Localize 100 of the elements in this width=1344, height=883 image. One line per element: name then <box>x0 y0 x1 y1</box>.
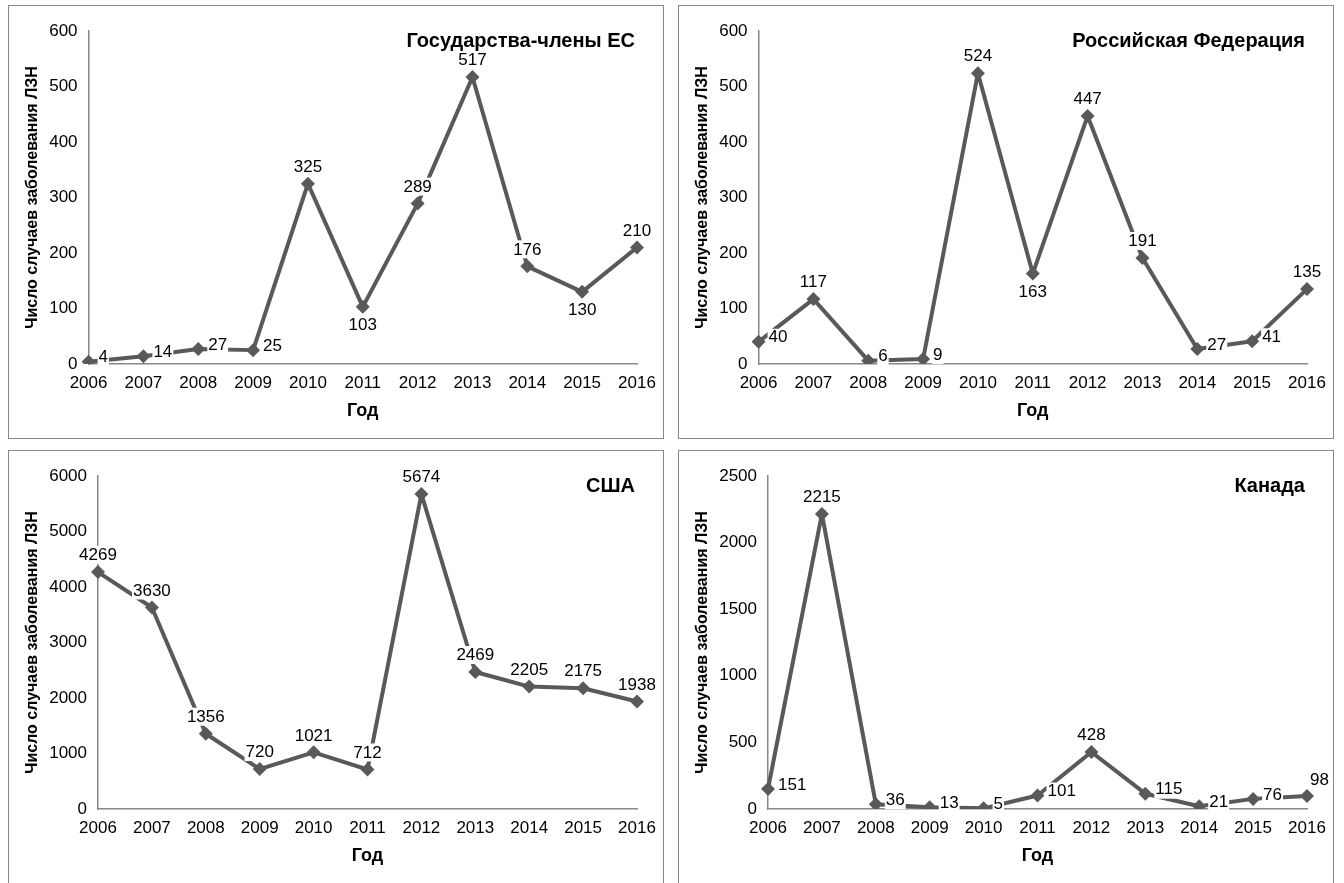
y-tick-label: 3000 <box>49 632 88 652</box>
data-label: 1938 <box>618 674 656 694</box>
y-tick-label: 0 <box>738 353 748 373</box>
data-label: 2215 <box>803 487 841 507</box>
point <box>136 349 151 364</box>
point <box>630 240 644 255</box>
point <box>1300 788 1314 803</box>
data-label: 325 <box>293 156 323 176</box>
chart-title: США <box>586 473 635 496</box>
point <box>300 176 315 191</box>
y-tick-label: 1500 <box>719 598 758 618</box>
y-tick-label: 300 <box>719 187 748 207</box>
data-label: 428 <box>1077 725 1106 745</box>
data-label: 101 <box>1047 781 1076 801</box>
x-tick-label: 2008 <box>849 372 888 392</box>
x-tick-label: 2007 <box>803 817 841 837</box>
point <box>1084 744 1099 759</box>
data-label: 524 <box>963 46 993 66</box>
x-tick-label: 2015 <box>1233 372 1272 392</box>
x-tick-label: 2016 <box>1288 372 1326 392</box>
x-tick-label: 2012 <box>1068 372 1107 392</box>
x-tick-label: 2011 <box>344 372 382 392</box>
y-tick-label: 0 <box>68 353 78 373</box>
y-tick-label: 200 <box>49 242 78 262</box>
data-label: 2175 <box>564 661 603 681</box>
x-tick-label: 2012 <box>402 817 441 837</box>
y-tick-label: 100 <box>49 298 78 318</box>
y-tick-label: 2000 <box>49 687 88 707</box>
point <box>814 506 829 521</box>
x-tick-label: 2007 <box>124 372 163 392</box>
point <box>355 299 370 314</box>
x-tick-label: 2014 <box>1178 372 1217 392</box>
y-tick-label: 2500 <box>719 465 758 485</box>
y-tick-label: 500 <box>728 732 758 752</box>
x-tick-label: 2011 <box>1014 372 1052 392</box>
x-tick-label: 2009 <box>234 372 273 392</box>
x-tick-label: 2007 <box>133 817 171 837</box>
data-label: 117 <box>799 272 827 292</box>
x-tick-label: 2007 <box>794 372 833 392</box>
y-axis-title: Число случаев заболевания ЛЗН <box>693 511 711 774</box>
data-label: 712 <box>353 742 382 762</box>
y-tick-label: 0 <box>77 798 88 818</box>
data-label: 2205 <box>510 659 549 679</box>
point <box>198 726 213 741</box>
data-label: 289 <box>403 176 432 196</box>
x-tick-label: 2015 <box>1234 817 1273 837</box>
x-tick-label: 2009 <box>910 817 949 837</box>
y-tick-label: 500 <box>719 76 748 96</box>
point <box>630 694 644 709</box>
x-axis-title: Год <box>351 845 384 866</box>
y-tick-label: 400 <box>49 131 78 151</box>
data-label: 130 <box>567 300 597 320</box>
data-label: 2469 <box>456 645 495 665</box>
x-tick-label: 2012 <box>1072 817 1111 837</box>
y-tick-label: 600 <box>719 20 748 40</box>
y-tick-label: 6000 <box>49 465 88 485</box>
x-tick-label: 2011 <box>349 817 386 837</box>
x-tick-label: 2013 <box>1123 372 1162 392</box>
x-tick-label: 2014 <box>1180 817 1219 837</box>
x-tick-label: 2013 <box>1126 817 1165 837</box>
y-tick-label: 300 <box>49 187 78 207</box>
data-label: 40 <box>768 327 788 347</box>
data-label: 1021 <box>294 725 333 745</box>
data-label: 21 <box>1209 791 1229 811</box>
point <box>751 334 766 349</box>
x-tick-label: 2010 <box>959 372 997 392</box>
data-label: 4269 <box>79 545 117 565</box>
data-label: 163 <box>1018 281 1047 301</box>
point <box>306 745 321 760</box>
point <box>91 565 106 580</box>
x-tick-label: 2010 <box>289 372 327 392</box>
data-label: 103 <box>348 315 377 335</box>
y-tick-label: 1000 <box>719 665 758 685</box>
x-tick-label: 2006 <box>79 817 117 837</box>
data-label: 1356 <box>186 706 225 726</box>
data-label: 25 <box>263 335 283 355</box>
x-tick-label: 2012 <box>398 372 437 392</box>
x-tick-label: 2010 <box>964 817 1003 837</box>
point <box>144 600 159 615</box>
x-tick-label: 2008 <box>856 817 895 837</box>
chart-title: Канада <box>1234 473 1306 496</box>
y-tick-label: 2000 <box>719 532 758 552</box>
x-tick-label: 2008 <box>186 817 225 837</box>
data-label: 98 <box>1310 769 1329 789</box>
y-tick-label: 500 <box>49 76 78 96</box>
x-axis-title: Год <box>1017 400 1050 421</box>
data-label: 6 <box>878 346 888 366</box>
point <box>1030 788 1045 803</box>
x-tick-label: 2015 <box>564 817 603 837</box>
data-label: 135 <box>1292 262 1322 282</box>
data-label: 115 <box>1155 779 1183 799</box>
point <box>1080 108 1095 123</box>
x-tick-label: 2016 <box>1288 817 1326 837</box>
x-axis-title: Год <box>1021 845 1054 866</box>
y-axis-title: Число случаев заболевания ЛЗН <box>23 511 41 774</box>
y-tick-label: 1000 <box>49 743 88 763</box>
x-tick-label: 2006 <box>69 372 108 392</box>
x-tick-label: 2013 <box>453 372 492 392</box>
data-label: 27 <box>1207 334 1227 354</box>
point <box>1246 791 1261 806</box>
